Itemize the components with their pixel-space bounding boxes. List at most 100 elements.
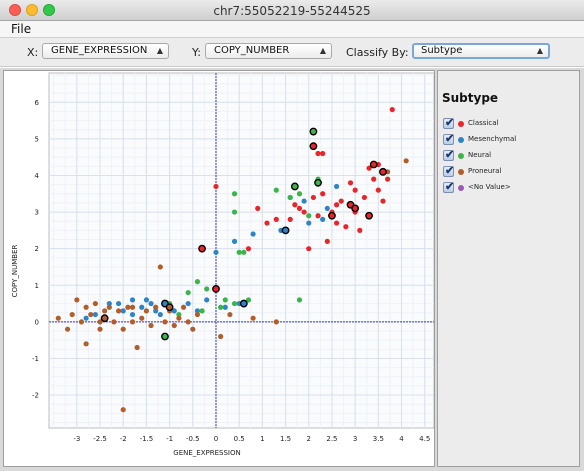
- data-point: [120, 326, 126, 332]
- data-point: [92, 311, 98, 318]
- data-point: [296, 191, 303, 197]
- data-point: [83, 341, 89, 347]
- legend-item[interactable]: ✔ Mesenchymal: [443, 133, 573, 146]
- data-point: [213, 183, 219, 190]
- highlighted-point: [328, 211, 336, 220]
- data-point: [301, 209, 307, 215]
- data-point: [371, 176, 377, 182]
- plot-points: [55, 106, 409, 413]
- data-point: [120, 308, 126, 314]
- data-point: [273, 216, 279, 222]
- scatter-plot[interactable]: -3 -2.5 -2 -1.5 -1 -0.5 0 0.5 1 1.5 2 2.5 3 3.5 4 4.5 -2…: [4, 71, 435, 466]
- data-point: [296, 297, 303, 303]
- data-point: [250, 315, 256, 321]
- data-point: [255, 205, 261, 212]
- legend-label: Proneural: [468, 167, 502, 175]
- data-point: [176, 315, 182, 321]
- legend-color-dot: [458, 169, 464, 175]
- x-tick-label: 2.5: [326, 435, 337, 443]
- legend-item[interactable]: ✔ Proneural: [443, 165, 573, 178]
- x-tick-label: 4.5: [419, 435, 430, 443]
- highlighted-point: [379, 167, 387, 176]
- highlighted-point: [309, 127, 318, 136]
- minimize-window-button[interactable]: [26, 4, 38, 16]
- legend-item[interactable]: ✔ Neural: [443, 149, 573, 162]
- legend-checkbox[interactable]: ✔: [443, 149, 455, 161]
- data-point: [180, 304, 187, 310]
- data-point: [69, 311, 75, 318]
- y-tick-label: 6: [35, 99, 40, 107]
- data-point: [222, 304, 228, 310]
- y-axis-select[interactable]: COPY_NUMBER ▲: [205, 43, 332, 59]
- classify-by-select-value: Subtype: [421, 45, 463, 56]
- data-point: [375, 187, 381, 193]
- checkmark-icon: ✔: [445, 181, 455, 193]
- data-point: [245, 246, 252, 252]
- y-axis-title: COPY_NUMBER: [11, 245, 19, 298]
- data-point: [241, 249, 247, 255]
- data-point: [148, 322, 154, 329]
- data-point: [231, 238, 238, 244]
- menu-bar: File: [0, 21, 584, 38]
- data-point: [176, 311, 182, 318]
- data-point: [171, 308, 177, 314]
- data-point: [218, 304, 224, 310]
- highlighted-point: [351, 204, 360, 213]
- data-point: [74, 297, 80, 303]
- plot-grid: [48, 72, 435, 429]
- select-arrows-icon: ▲: [319, 46, 326, 55]
- data-point: [287, 194, 293, 201]
- data-point: [292, 202, 298, 208]
- file-menu[interactable]: File: [11, 22, 32, 36]
- data-point: [194, 279, 201, 285]
- data-point: [213, 249, 219, 255]
- x-tick-label: 4: [399, 435, 404, 443]
- data-point: [143, 308, 150, 314]
- data-point: [106, 304, 112, 310]
- data-point: [148, 300, 154, 307]
- data-point: [185, 319, 191, 325]
- data-point: [380, 198, 386, 204]
- checkmark-icon: ✔: [445, 149, 455, 161]
- data-point: [88, 311, 94, 318]
- data-point: [129, 297, 136, 303]
- data-point: [190, 326, 196, 332]
- legend-checkbox[interactable]: ✔: [443, 133, 454, 145]
- maximize-window-button[interactable]: [43, 4, 55, 16]
- x-tick-label: 1.5: [280, 435, 291, 443]
- highlighted-point: [239, 299, 248, 308]
- legend-checkbox[interactable]: ✔: [443, 165, 455, 177]
- data-point: [315, 150, 321, 157]
- data-point: [231, 191, 238, 197]
- classify-by-select[interactable]: Subtype ▲: [412, 43, 550, 59]
- data-point: [185, 300, 191, 307]
- highlighted-point: [161, 332, 169, 341]
- data-point: [83, 304, 89, 310]
- legend-label: Neural: [468, 151, 492, 159]
- legend-label: Classical: [468, 119, 499, 127]
- y-tick-label: -2: [32, 392, 39, 400]
- select-arrows-icon: ▲: [156, 46, 163, 55]
- data-point: [403, 158, 409, 164]
- data-point: [315, 213, 321, 219]
- x-axis-title: GENE_EXPRESSION: [173, 449, 240, 457]
- data-point: [115, 308, 122, 314]
- legend-checkbox[interactable]: ✔: [443, 117, 454, 129]
- legend-item[interactable]: ✔ <No Value>: [443, 181, 573, 194]
- legend-item[interactable]: ✔ Classical: [443, 117, 573, 130]
- close-window-button[interactable]: [9, 4, 21, 16]
- y-tick-label: 2: [35, 245, 39, 253]
- legend-checkbox[interactable]: ✔: [443, 181, 455, 193]
- data-point: [273, 187, 279, 193]
- data-point: [125, 304, 131, 310]
- data-point: [157, 311, 163, 318]
- data-point: [333, 220, 340, 226]
- checkmark-icon: ✔: [445, 165, 455, 177]
- data-point: [143, 297, 150, 303]
- x-tick-label: 1: [260, 435, 264, 443]
- scatter-plot-panel[interactable]: -3 -2.5 -2 -1.5 -1 -0.5 0 0.5 1 1.5 2 2.5 3 3.5 4 4.5 -2…: [3, 70, 435, 467]
- y-tick-label: 3: [35, 209, 39, 217]
- x-axis-select[interactable]: GENE_EXPRESSION ▲: [42, 43, 169, 59]
- data-point: [306, 220, 312, 226]
- data-point: [218, 333, 224, 340]
